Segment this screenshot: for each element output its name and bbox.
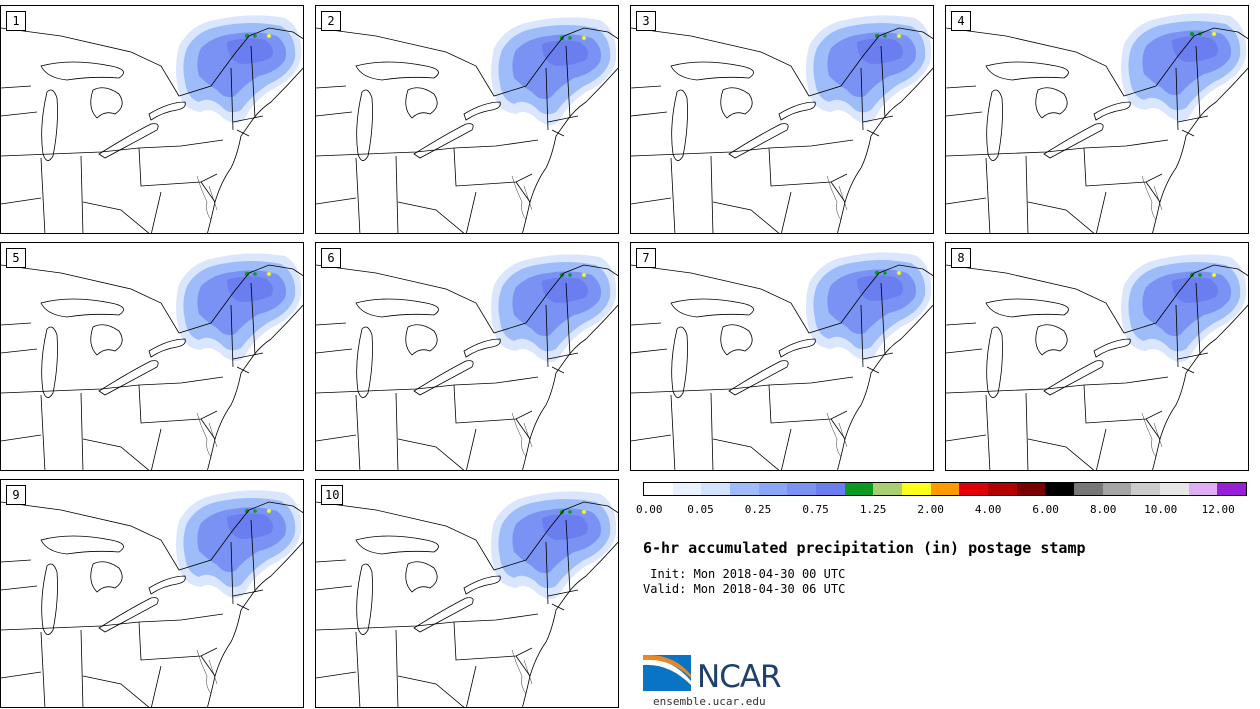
member-label: 2 — [321, 11, 341, 31]
precip-map — [316, 254, 618, 470]
colorbar-swatch — [1102, 483, 1132, 495]
colorbar-tick-label: 2.00 — [917, 503, 944, 516]
colorbar-swatch — [1188, 483, 1218, 495]
precip-map — [1, 253, 303, 470]
member-label: 5 — [6, 248, 26, 268]
colorbar-swatch — [844, 483, 874, 495]
member-label: 10 — [321, 485, 344, 505]
colorbar-ticks: 0.00 0.05 0.25 0.75 1.25 2.00 4.00 6.00 8.00 10.0… — [636, 503, 1247, 517]
member-label: 4 — [951, 11, 971, 31]
member-label: 7 — [636, 248, 656, 268]
colorbar-tick-label: 6.00 — [1032, 503, 1059, 516]
colorbar-swatch — [988, 483, 1017, 495]
precip-map — [631, 15, 933, 233]
colorbar-swatch — [816, 483, 845, 495]
plot-title: 6-hr accumulated precipitation (in) post… — [643, 539, 1086, 557]
map-panel-7: 7 — [630, 242, 934, 471]
map-panel-9: 9 — [0, 479, 304, 708]
colorbar-swatch — [930, 483, 960, 495]
colorbar-swatch — [1160, 483, 1189, 495]
colorbar-swatch — [873, 483, 903, 495]
map-panel-4: 4 — [945, 5, 1249, 234]
colorbar-tick-label: 10.00 — [1144, 503, 1178, 516]
precip-map — [946, 254, 1248, 470]
precip-map — [316, 491, 618, 707]
precipitation-colorbar — [643, 482, 1247, 496]
member-label: 6 — [321, 248, 341, 268]
map-panel-3: 3 — [630, 5, 934, 234]
colorbar-tick-label: 1.25 — [859, 503, 887, 516]
colorbar-swatch — [787, 483, 817, 495]
colorbar-swatch — [1131, 483, 1161, 495]
precip-map — [1, 15, 303, 233]
precip-map — [316, 17, 618, 233]
colorbar-swatch — [1217, 483, 1247, 495]
colorbar-tick-label: 0.05 — [687, 503, 714, 516]
init-time: Init: Mon 2018-04-30 00 UTC — [643, 567, 846, 581]
map-panel-8: 8 — [945, 242, 1249, 471]
map-panel-10: 10 — [315, 479, 619, 708]
map-panel-6: 6 — [315, 242, 619, 471]
member-label: 9 — [6, 485, 26, 505]
colorbar-swatch — [730, 483, 759, 495]
colorbar-tick-label: 12.00 — [1201, 503, 1235, 516]
site-url: ensemble.ucar.edu — [653, 695, 766, 708]
valid-time: Valid: Mon 2018-04-30 06 UTC — [643, 582, 846, 596]
colorbar-tick-label: 0.75 — [802, 503, 829, 516]
colorbar-swatch — [959, 483, 989, 495]
colorbar-tick-label: 0.00 — [636, 503, 663, 516]
ncar-logo-text: NCAR — [697, 659, 782, 695]
colorbar-tick-label: 0.25 — [744, 503, 772, 516]
colorbar-swatch — [701, 483, 731, 495]
precip-map — [1, 490, 303, 707]
map-panel-2: 2 — [315, 5, 619, 234]
colorbar-swatch — [1016, 483, 1046, 495]
precip-map — [631, 252, 933, 470]
colorbar-swatch — [758, 483, 788, 495]
precip-map — [946, 13, 1248, 233]
colorbar-swatch — [902, 483, 931, 495]
member-label: 1 — [6, 11, 26, 31]
member-label: 3 — [636, 11, 656, 31]
member-label: 8 — [951, 248, 971, 268]
colorbar-tick-label: 4.00 — [974, 503, 1002, 516]
colorbar-swatch — [1074, 483, 1103, 495]
colorbar-swatch — [1045, 483, 1075, 495]
map-panel-5: 5 — [0, 242, 304, 471]
ncar-logo-icon — [643, 654, 691, 691]
map-panel-1: 1 — [0, 5, 304, 234]
colorbar-swatch — [644, 483, 673, 495]
colorbar-swatch — [672, 483, 702, 495]
colorbar-tick-label: 8.00 — [1089, 503, 1117, 516]
